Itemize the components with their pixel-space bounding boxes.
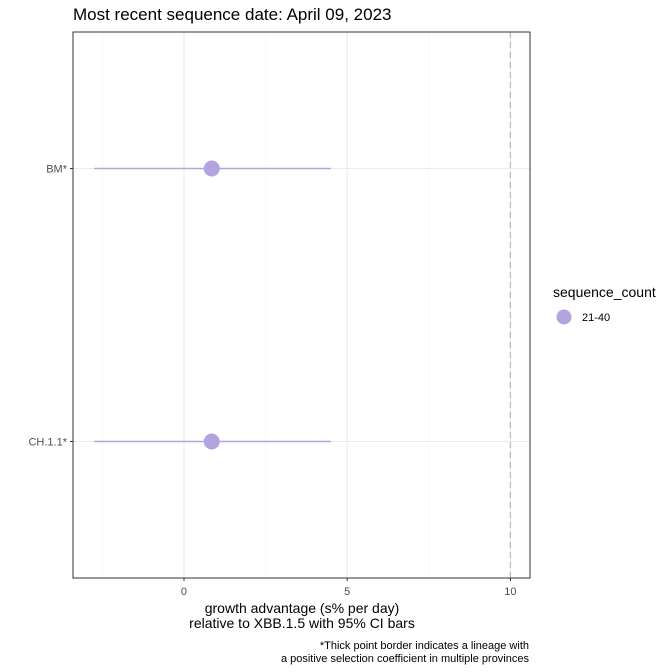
y-tick-label: BM*	[46, 164, 68, 176]
caption-line-1: *Thick point border indicates a lineage …	[320, 640, 529, 652]
caption-line-2: a positive selection coefficient in mult…	[281, 653, 530, 665]
data-layer	[94, 160, 331, 450]
x-axis-title-line-2: relative to XBB.1.5 with 95% CI bars	[189, 615, 415, 631]
y-tick-label: CH.1.1*	[28, 437, 67, 449]
legend-title: sequence_count	[553, 284, 656, 300]
legend: sequence_count 21-40	[553, 284, 656, 325]
x-tick-label: 5	[344, 586, 350, 598]
x-axis: 0 5 10	[181, 578, 517, 598]
x-tick-label: 10	[504, 586, 516, 598]
x-axis-title-line-1: growth advantage (s% per day)	[205, 600, 400, 616]
data-point	[203, 433, 220, 450]
plot-panel-background	[73, 32, 530, 578]
legend-entries: 21-40	[556, 309, 610, 325]
y-axis: BM* CH.1.1*	[28, 164, 73, 449]
legend-label: 21-40	[582, 312, 610, 324]
chart-title: Most recent sequence date: April 09, 202…	[73, 5, 391, 24]
legend-key	[556, 309, 572, 325]
plot-panel-border	[72, 31, 531, 579]
x-tick-label: 0	[181, 586, 187, 598]
data-point	[203, 160, 220, 177]
grid-layer	[73, 32, 530, 578]
